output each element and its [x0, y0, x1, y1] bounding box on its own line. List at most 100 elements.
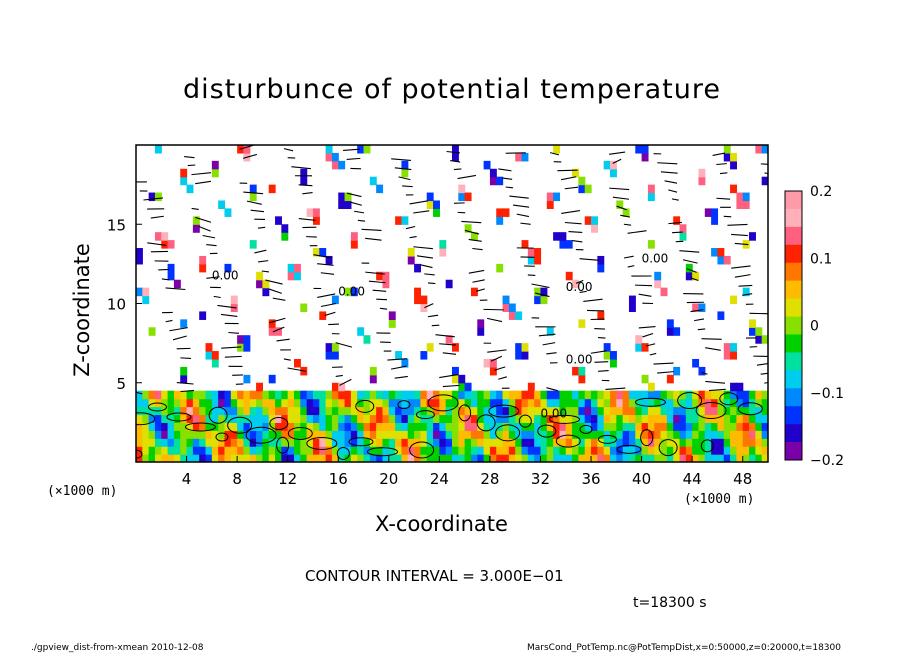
field-cell — [338, 382, 346, 392]
field-cell — [319, 438, 327, 447]
field-cell — [508, 390, 516, 400]
field-cell — [515, 152, 523, 162]
field-cell — [717, 438, 725, 447]
field-cell — [148, 398, 156, 408]
contour-segment — [646, 343, 656, 347]
field-cell — [496, 438, 504, 447]
field-cell — [540, 287, 548, 297]
field-cell — [148, 327, 156, 336]
field-cell — [723, 446, 731, 455]
y-tick-label: 15 — [107, 216, 126, 234]
field-cell — [256, 446, 263, 455]
field-cell — [666, 374, 674, 384]
field-cell — [136, 430, 143, 439]
field-cell — [344, 287, 352, 297]
field-cell — [635, 335, 643, 344]
contour-loop — [677, 392, 703, 410]
field-cell — [142, 422, 150, 431]
field-cell — [180, 168, 188, 178]
field-cell — [369, 398, 377, 408]
field-cell — [388, 422, 396, 431]
contour-segment — [756, 363, 768, 366]
field-cell — [692, 303, 700, 313]
field-cell — [192, 224, 200, 233]
field-cell — [761, 422, 768, 431]
field-cell — [578, 390, 586, 400]
field-cell — [616, 430, 624, 439]
contour-segment — [742, 293, 753, 296]
field-cell — [452, 343, 459, 352]
field-cell — [685, 454, 693, 462]
field-cell — [508, 422, 516, 431]
field-cell — [414, 454, 421, 462]
contour-loop — [184, 422, 216, 432]
contour-segment — [509, 195, 529, 199]
field-cell — [325, 152, 333, 162]
field-cell — [275, 430, 282, 439]
field-cell — [154, 454, 162, 462]
contour-segment — [472, 279, 485, 283]
contour-segment — [268, 288, 282, 294]
field-cell — [458, 192, 466, 202]
contour-loop — [215, 432, 229, 442]
field-cell — [572, 454, 579, 462]
field-cell — [331, 152, 339, 162]
contour-loop — [245, 426, 277, 444]
field-cell — [553, 454, 561, 462]
field-cell — [167, 263, 175, 273]
field-cell — [597, 422, 605, 431]
contour-loop — [658, 439, 678, 457]
field-cell — [382, 414, 390, 423]
field-cell — [749, 446, 756, 455]
field-cell — [211, 454, 219, 462]
field-cell — [161, 240, 169, 249]
field-cell — [704, 438, 712, 447]
field-cell — [312, 216, 320, 225]
field-cell — [641, 390, 649, 400]
contour-segment — [195, 216, 212, 223]
contour-segment — [198, 225, 211, 232]
field-cell — [319, 430, 327, 439]
field-cell — [294, 263, 301, 273]
field-cell — [489, 176, 497, 186]
field-cell — [224, 446, 232, 455]
colorbar-segment — [785, 298, 802, 317]
field-cell — [262, 279, 270, 289]
field-cell — [584, 422, 592, 431]
field-cell — [578, 414, 586, 423]
field-cell — [173, 414, 181, 423]
field-cell — [603, 430, 611, 439]
field-cell — [578, 430, 586, 439]
contour-segment — [487, 317, 503, 323]
field-cell — [628, 406, 636, 416]
field-cell — [142, 454, 150, 462]
field-cell — [294, 358, 301, 368]
field-cell — [237, 422, 245, 431]
field-cell — [363, 446, 371, 455]
colorbar-tick-label: 0.2 — [810, 184, 832, 200]
field-cell — [369, 454, 377, 462]
field-cell — [685, 446, 693, 455]
field-cell — [704, 446, 712, 455]
field-cell — [489, 454, 497, 462]
field-cell — [256, 414, 263, 423]
contour-segment — [594, 361, 609, 363]
contour-segment — [161, 278, 170, 281]
field-cell — [211, 390, 219, 400]
contour-value-label: 0.00 — [212, 269, 239, 283]
field-cell — [622, 398, 630, 408]
field-cell — [199, 422, 207, 431]
field-cell — [407, 406, 415, 416]
field-cell — [312, 454, 320, 462]
field-cell — [749, 430, 756, 439]
field-cell — [559, 422, 567, 431]
field-cell — [312, 414, 320, 423]
field-cell — [578, 184, 586, 194]
field-cell — [331, 398, 339, 408]
field-cell — [439, 240, 447, 249]
field-cell — [161, 406, 169, 416]
field-cell — [527, 382, 535, 392]
field-cell — [287, 271, 295, 281]
contour-segment — [694, 318, 705, 322]
field-cell — [565, 414, 573, 423]
